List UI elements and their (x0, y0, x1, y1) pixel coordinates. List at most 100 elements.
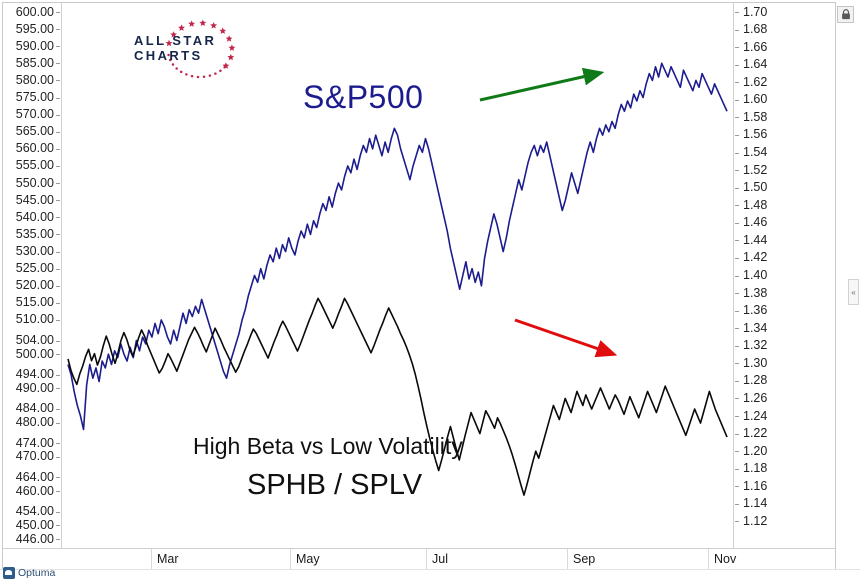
right-axis-tick-mark (735, 152, 739, 154)
left-axis-tick-mark (56, 234, 60, 236)
left-axis-tick: 446.00 (15, 531, 54, 546)
left-axis-tick-mark (56, 217, 60, 219)
left-axis-tick: 464.00 (15, 469, 54, 484)
date-axis-divider (290, 549, 291, 570)
optuma-logo-icon (3, 567, 15, 579)
logo-star-icon (178, 24, 185, 31)
lock-button[interactable] (837, 6, 854, 23)
logo-dot-icon (214, 72, 217, 75)
right-axis-tick-mark (735, 170, 739, 172)
right-axis-tick-mark (735, 416, 739, 418)
logo-dot-icon (219, 69, 222, 73)
right-axis-divider (733, 3, 734, 548)
logo-star-icon (227, 53, 235, 61)
left-axis-tick: 480.00 (15, 415, 54, 430)
right-axis-tick-mark (735, 187, 739, 189)
collapse-panel-button[interactable]: « (848, 279, 859, 305)
left-axis-tick-mark (56, 114, 60, 116)
left-axis-tick-mark (56, 408, 60, 410)
right-axis-tick: 1.38 (743, 285, 768, 300)
right-axis-tick-mark (735, 345, 739, 347)
logo-star-icon (225, 35, 233, 42)
left-axis-tick-mark (56, 251, 60, 253)
right-axis-tick-mark (735, 451, 739, 453)
left-axis-tick-mark (56, 511, 60, 513)
left-axis-tick-mark (56, 525, 60, 527)
left-axis-tick-mark (56, 97, 60, 99)
right-ratio-axis[interactable]: 1.70 1.68 1.66 1.64 1.62 1.60 1.58 1.56 1.54 1.52… (733, 3, 837, 548)
left-axis-tick-mark (56, 456, 60, 458)
logo-star-icon (165, 39, 173, 47)
right-axis-tick-mark (735, 363, 739, 365)
ratio-symbols-annotation: SPHB / SPLV (247, 469, 423, 501)
left-axis-tick-mark (56, 80, 60, 82)
left-axis-tick: 474.00 (15, 435, 54, 450)
right-axis-tick: 1.62 (743, 74, 768, 89)
right-axis-tick-mark (735, 328, 739, 330)
left-axis-tick: 510.00 (15, 312, 54, 327)
left-axis-tick: 540.00 (15, 209, 54, 224)
right-axis-tick-mark (735, 310, 739, 312)
left-axis-tick-mark (56, 319, 60, 321)
right-axis-tick: 1.22 (743, 426, 768, 441)
left-axis-tick: 520.00 (15, 278, 54, 293)
left-axis-tick: 515.00 (15, 295, 54, 310)
right-axis-tick: 1.20 (743, 443, 768, 458)
logo-star-icon (222, 62, 230, 69)
left-axis-tick-mark (56, 165, 60, 167)
logo-dot-icon (190, 74, 194, 78)
right-axis-tick-mark (735, 521, 739, 523)
right-axis-tick: 1.56 (743, 127, 768, 142)
left-axis-tick-mark (56, 131, 60, 133)
left-axis-tick: 525.00 (15, 261, 54, 276)
left-axis-tick: 535.00 (15, 226, 54, 241)
logo-star-icon (170, 31, 178, 38)
right-axis-tick-mark (735, 117, 739, 119)
left-axis-tick-mark (56, 29, 60, 31)
right-axis-tick-mark (735, 398, 739, 400)
left-axis-tick-mark (56, 302, 60, 304)
right-axis-tick-mark (735, 222, 739, 224)
logo-star-icon (219, 27, 227, 34)
status-bar (0, 569, 860, 581)
date-axis[interactable]: Mar May Jul Sep Nov (3, 548, 835, 570)
left-axis-tick: 530.00 (15, 244, 54, 259)
left-axis-tick-mark (56, 443, 60, 445)
left-axis-tick: 585.00 (15, 55, 54, 70)
logo-dot-icon (208, 74, 212, 77)
left-axis-tick-mark (56, 539, 60, 540)
left-axis-tick-mark (56, 183, 60, 185)
logo-dot-icon (196, 75, 200, 79)
date-axis-divider (426, 549, 427, 570)
left-axis-tick-mark (56, 268, 60, 270)
logo-dot-icon (171, 63, 175, 66)
right-axis-tick: 1.54 (743, 145, 768, 160)
date-axis-label: Mar (157, 552, 179, 566)
right-axis-tick-mark (735, 205, 739, 207)
logo-star-icon (210, 21, 218, 29)
logo-dot-icon (223, 65, 226, 69)
right-axis-tick: 1.70 (743, 4, 768, 19)
left-axis-tick: 500.00 (15, 346, 54, 361)
left-axis-tick: 545.00 (15, 192, 54, 207)
right-axis-tick-mark (735, 380, 739, 382)
logo-dot-icon (169, 58, 172, 62)
left-axis-tick-mark (56, 422, 60, 424)
left-price-axis[interactable]: 600.00 595.00 590.00 585.00 580.00 575.00 570.… (3, 3, 61, 548)
uptrend-arrow (479, 67, 605, 102)
right-axis-tick-mark (735, 134, 739, 136)
plot-area[interactable]: S&P500 High Beta vs Low Volatility SPHB … (62, 3, 733, 548)
right-axis-tick-mark (735, 12, 739, 13)
series-line (67, 62, 728, 431)
right-axis-tick: 1.66 (743, 39, 768, 54)
left-axis-tick: 580.00 (15, 72, 54, 87)
left-axis-tick: 460.00 (15, 483, 54, 498)
right-axis-tick: 1.14 (743, 496, 768, 511)
left-axis-tick: 590.00 (15, 38, 54, 53)
left-axis-tick: 575.00 (15, 90, 54, 105)
right-axis-tick: 1.24 (743, 408, 768, 423)
date-axis-divider (708, 549, 709, 570)
left-axis-tick: 570.00 (15, 107, 54, 122)
chart-frame: 600.00 595.00 590.00 585.00 580.00 575.00 570.… (2, 2, 836, 570)
